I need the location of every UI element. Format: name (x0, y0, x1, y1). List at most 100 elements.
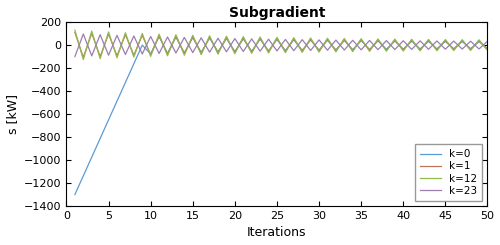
k=12 (484, 49, 490, 52)
k=1 (459, 39, 465, 42)
k=12 (198, 53, 204, 56)
k=12 (148, 55, 154, 58)
k=23 (282, 38, 288, 41)
k=12 (342, 37, 347, 40)
k=23 (434, 39, 440, 42)
k=12 (333, 50, 339, 53)
k=0 (316, 49, 322, 51)
k=23 (215, 37, 221, 40)
k=23 (131, 35, 137, 37)
k=1 (384, 49, 390, 52)
k=0 (80, 174, 86, 177)
k=23 (366, 39, 372, 42)
k=1 (291, 37, 297, 40)
k=1 (215, 51, 221, 54)
k=12 (400, 49, 406, 52)
k=1 (375, 38, 381, 41)
k=23 (198, 36, 204, 39)
k=12 (274, 36, 280, 39)
k=0 (97, 137, 103, 140)
k=12 (232, 52, 238, 55)
k=1 (80, 56, 86, 59)
k=12 (426, 38, 432, 41)
k=1 (282, 50, 288, 53)
k=23 (182, 36, 188, 39)
Y-axis label: s [kW]: s [kW] (6, 94, 18, 134)
Line: k=0: k=0 (75, 37, 488, 195)
k=0 (182, 51, 188, 54)
k=1 (156, 34, 162, 37)
k=0 (257, 38, 263, 41)
k=1 (122, 33, 128, 36)
k=12 (182, 54, 188, 57)
k=0 (434, 47, 440, 50)
k=12 (257, 36, 263, 38)
k=1 (308, 37, 314, 40)
k=12 (375, 37, 381, 40)
k=23 (350, 39, 356, 42)
Line: k=23: k=23 (75, 34, 488, 57)
k=23 (232, 37, 238, 40)
k=0 (206, 37, 212, 39)
k=12 (88, 30, 94, 33)
k=12 (417, 49, 423, 52)
k=12 (206, 34, 212, 37)
k=12 (451, 49, 457, 52)
k=1 (190, 35, 196, 38)
k=23 (442, 48, 448, 51)
k=1 (139, 34, 145, 37)
k=23 (408, 48, 414, 51)
k=1 (106, 33, 112, 36)
k=1 (148, 53, 154, 56)
k=0 (248, 50, 254, 53)
k=12 (308, 37, 314, 39)
k=0 (266, 49, 272, 52)
k=23 (248, 37, 254, 40)
k=23 (384, 39, 390, 42)
k=12 (434, 49, 440, 52)
k=1 (164, 53, 170, 56)
k=23 (299, 38, 305, 41)
k=23 (88, 54, 94, 57)
k=12 (408, 38, 414, 41)
k=23 (417, 39, 423, 42)
k=1 (434, 49, 440, 51)
k=0 (366, 48, 372, 51)
k=0 (274, 38, 280, 41)
k=23 (400, 39, 406, 42)
k=1 (266, 50, 272, 53)
k=0 (173, 36, 179, 38)
k=23 (106, 54, 112, 57)
k=1 (350, 49, 356, 52)
k=23 (358, 48, 364, 51)
k=0 (240, 37, 246, 40)
k=23 (156, 52, 162, 55)
k=12 (173, 33, 179, 36)
k=12 (324, 37, 330, 40)
k=12 (476, 38, 482, 41)
k=0 (308, 38, 314, 41)
k=23 (173, 51, 179, 54)
k=12 (156, 33, 162, 36)
k=23 (190, 51, 196, 54)
k=12 (190, 34, 196, 37)
k=0 (131, 62, 137, 65)
k=1 (88, 32, 94, 35)
k=0 (224, 37, 230, 40)
k=0 (442, 40, 448, 43)
k=12 (164, 54, 170, 57)
k=23 (97, 33, 103, 36)
k=0 (451, 47, 457, 50)
k=23 (72, 55, 78, 58)
k=1 (366, 49, 372, 52)
k=1 (206, 36, 212, 39)
k=1 (426, 39, 432, 42)
k=1 (451, 48, 457, 51)
k=0 (324, 39, 330, 42)
k=1 (198, 52, 204, 55)
k=1 (72, 31, 78, 34)
k=12 (215, 53, 221, 56)
k=23 (333, 39, 339, 42)
k=23 (468, 40, 473, 43)
k=0 (342, 39, 347, 42)
